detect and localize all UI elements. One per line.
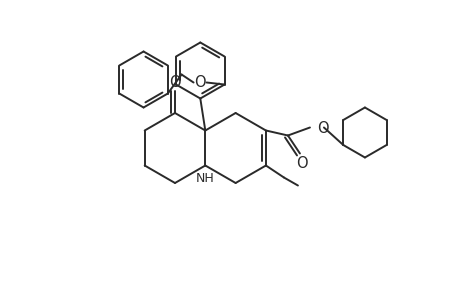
Text: O: O (316, 121, 328, 136)
Text: NH: NH (196, 172, 214, 185)
Text: O: O (193, 75, 205, 90)
Text: O: O (169, 74, 180, 89)
Text: O: O (296, 156, 307, 171)
